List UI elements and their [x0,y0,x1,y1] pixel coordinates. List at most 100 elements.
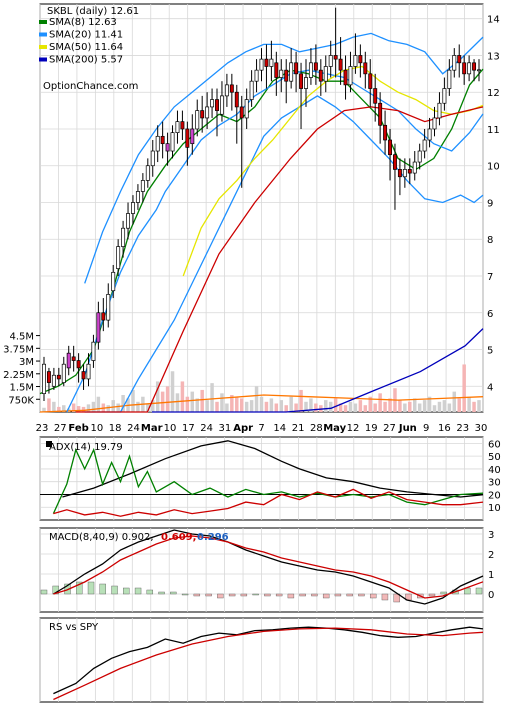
candle-body [259,58,264,71]
volume-bar [180,381,185,412]
macd-histogram-bar [146,589,154,595]
candle-body [274,62,279,78]
price-series-line [66,69,484,413]
macd-histogram-bar [275,593,283,597]
macd-histogram-bar [299,593,306,597]
candle-body [155,135,160,152]
adx-tick-label: 10 [488,503,501,514]
candle-body [373,88,378,104]
candle-body [397,169,402,178]
volume-bar [131,389,135,412]
candle-body [462,62,467,75]
candle-body [229,84,234,93]
legend-label: SMA(8) 12.63 [49,17,117,28]
candle-body [467,62,472,75]
adx-series-line [62,440,484,498]
candle-body [343,69,348,86]
macd-title: MACD(8,40,9) 0.902, [49,532,154,543]
candle-body [432,117,437,130]
macd-histogram-bar [252,593,259,596]
volume-bar [230,395,234,412]
candle-body [383,124,388,141]
candle-body [234,91,239,108]
candle-body [333,55,338,60]
volume-bar [432,405,437,412]
candle-body [308,62,313,78]
candle-body [61,363,66,383]
macd-histogram-bar [193,593,201,597]
x-tick-label: 24 [200,423,213,434]
x-tick-label: 31 [219,423,232,434]
candle-body [447,69,452,89]
volume-bar [215,401,219,412]
volume-bar [422,400,427,412]
volume-tick-label: 3M [19,357,34,368]
volume-bar [348,401,353,412]
x-tick-label: 14 [273,423,286,434]
price-tick-label: 11 [487,125,500,136]
candle-body [200,110,205,119]
macd-tick-label: 0 [488,590,494,601]
candle-body [145,165,150,181]
x-tick-label: 19 [365,423,378,434]
volume-bar [363,405,368,412]
price-series-line [84,32,484,284]
candle-body [338,58,343,71]
candle-body [170,132,175,152]
x-tick-label: Jun [398,423,417,434]
volume-bar [225,403,229,412]
x-tick-label: 30 [475,423,488,434]
volume-bar [452,391,457,412]
price-tick-label: 6 [487,309,493,320]
candle-body [66,352,71,369]
candle-body [363,62,368,75]
adx-title: ADX(14) 19.79 [49,442,123,453]
candle-body [323,66,328,82]
volume-bar [155,381,160,412]
volume-bar [457,398,461,412]
volume-bar [343,405,348,412]
volume-bar [52,401,56,412]
volume-bar [467,396,471,412]
volume-tick-label: 3.75M [3,344,34,355]
price-tick-label: 12 [487,88,500,99]
adx-tick-label: 30 [488,478,501,489]
candle-body [224,84,229,97]
macd-histogram-bar [52,585,59,595]
candle-body [353,55,358,67]
macd-histogram-bar [334,593,342,597]
adx-tick-label: 40 [488,465,501,476]
volume-bar [358,400,363,412]
legend-swatch [39,20,47,24]
macd-tick-label: 2 [488,550,494,561]
volume-bar [408,401,412,412]
volume-bar [86,404,91,412]
x-tick-label: Apr [233,423,253,434]
rs-series-line [53,626,484,695]
volume-bar [289,396,293,412]
candle-body [427,128,432,141]
watermark-text: OptionChance.com [43,81,138,92]
candle-body [42,363,46,394]
volume-bar [442,400,447,412]
macd-histogram-bar [358,593,365,597]
volume-bar [427,396,432,412]
candle-body [318,69,323,82]
volume-bar [116,403,120,412]
macd-histogram-value: 0.296 [197,532,229,543]
x-tick-label: 9 [423,423,429,434]
volume-bar [136,401,140,412]
macd-histogram-bar [123,587,130,595]
candle-body [269,58,274,67]
volume-bar [91,401,96,412]
volume-bar [462,364,466,412]
volume-bar [437,401,442,412]
macd-histogram-bar [428,593,436,597]
volume-tick-label: 4.5M [9,332,34,343]
volume-bar [62,405,66,412]
candle-body [195,110,200,130]
candle-body [388,139,392,156]
volume-tick-label: 1.5M [9,383,34,394]
volume-bar [81,406,86,412]
volume-bar [373,403,377,412]
